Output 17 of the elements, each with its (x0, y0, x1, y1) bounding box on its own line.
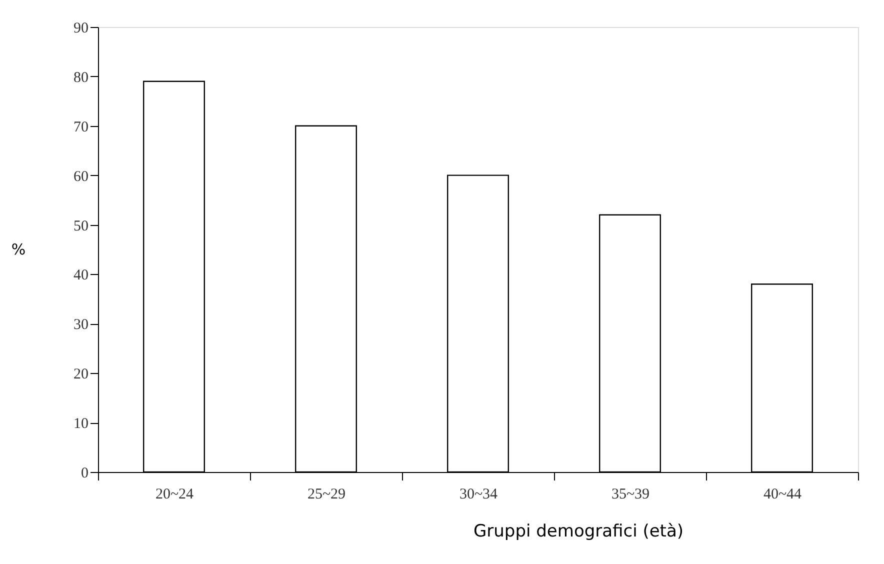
x-tick-label: 25~29 (307, 486, 346, 502)
y-tick-label: 10 (74, 416, 88, 432)
x-tick-label: 40~44 (763, 486, 802, 502)
y-tick-label: 40 (74, 268, 88, 284)
y-tick-label: 20 (74, 366, 88, 383)
x-tick-label: 30~34 (459, 486, 498, 502)
y-tick-label: 70 (74, 119, 88, 136)
x-axis-title: Gruppi demografici (età) (473, 522, 684, 542)
x-tick-label: 35~39 (611, 486, 650, 502)
y-tick-label: 80 (74, 70, 88, 86)
y-tick-label: 90 (74, 20, 88, 36)
y-tick-label: 0 (81, 466, 88, 482)
x-tick-label: 20~24 (155, 486, 194, 502)
y-tick-label: 60 (74, 168, 88, 185)
y-axis-title: % (11, 240, 26, 258)
y-tick-label: 50 (74, 218, 88, 234)
y-tick-label: 30 (74, 317, 88, 334)
